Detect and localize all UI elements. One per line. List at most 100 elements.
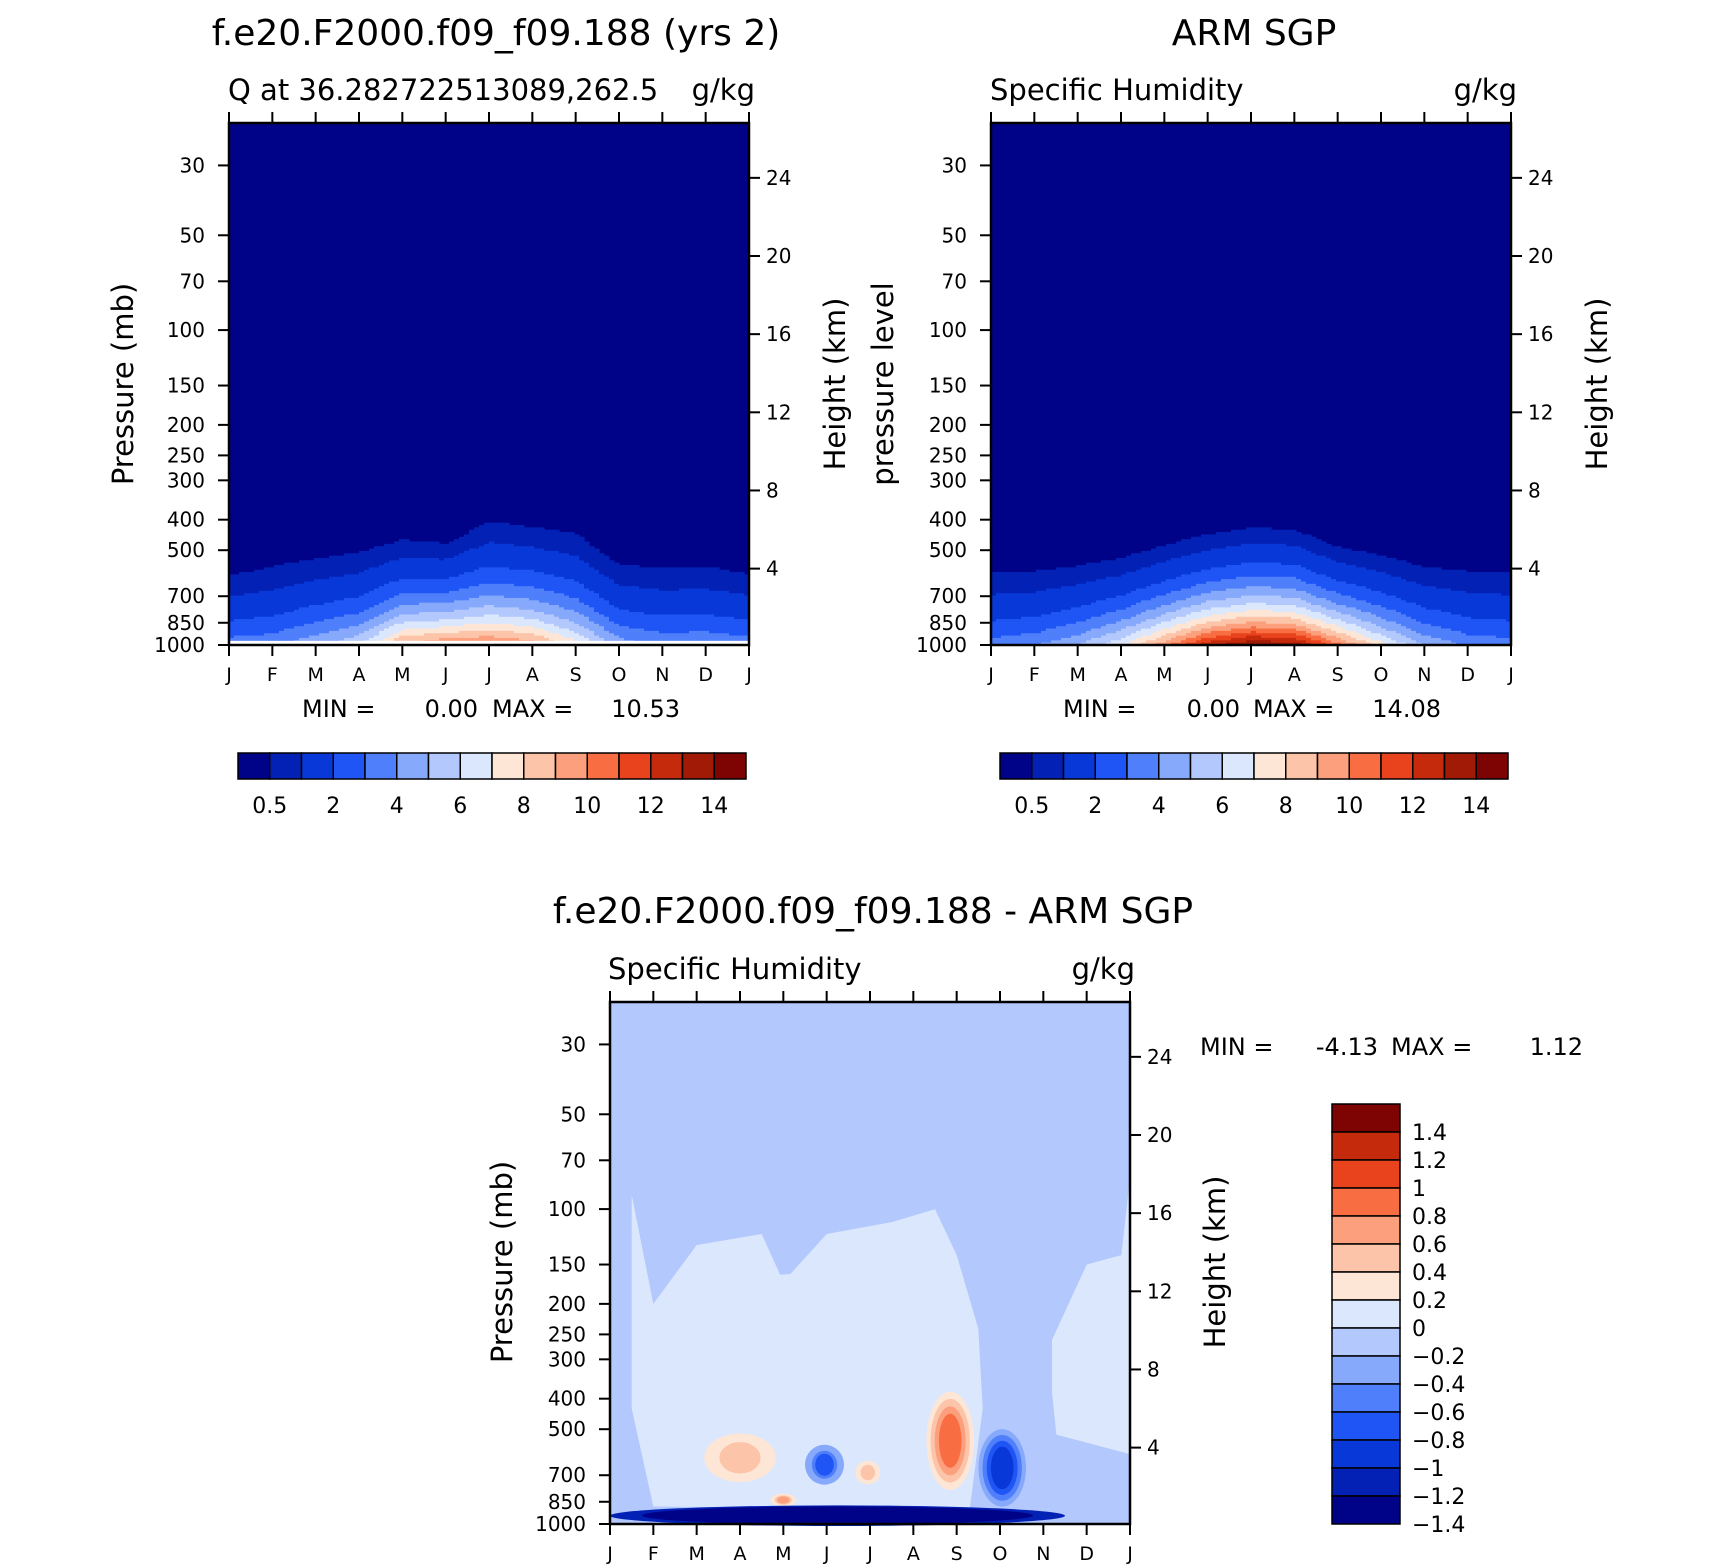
contour-cell	[574, 628, 580, 632]
contour-cell	[334, 607, 340, 611]
contour-cell	[1111, 609, 1117, 613]
contour-cell	[534, 579, 540, 583]
contour-cell	[674, 623, 680, 627]
contour-cell	[234, 590, 240, 594]
contour-cell	[384, 593, 390, 597]
contour-cell	[429, 546, 435, 550]
contour-cell	[494, 583, 500, 587]
contour-cell	[394, 588, 400, 592]
contour-cell	[504, 529, 510, 533]
contour-cell	[294, 628, 300, 632]
contour-cell	[324, 569, 330, 573]
contour-cell	[624, 616, 630, 620]
contour-cell	[559, 553, 565, 557]
contour-cell	[544, 583, 550, 587]
contour-cell	[659, 576, 665, 580]
contour-cell	[499, 555, 505, 559]
height-tick-label: 12	[766, 400, 791, 424]
contour-cell	[334, 609, 340, 613]
contour-cell	[739, 605, 745, 608]
contour-cell	[409, 633, 415, 637]
contour-cell	[484, 602, 490, 606]
contour-cell	[1036, 616, 1042, 620]
contour-cell	[1076, 637, 1082, 641]
contour-cell	[1096, 612, 1102, 616]
contour-cell	[699, 612, 705, 616]
contour-cell	[384, 562, 390, 566]
contour-cell	[284, 626, 290, 630]
contour-cell	[1046, 605, 1052, 608]
contour-cell	[314, 590, 320, 594]
contour-cell	[1046, 576, 1052, 580]
contour-cell	[1026, 579, 1032, 583]
contour-cell	[444, 614, 450, 618]
contour-cell	[1091, 630, 1097, 634]
contour-cell	[684, 583, 690, 587]
contour-cell	[554, 590, 560, 594]
contour-cell	[729, 593, 735, 597]
contour-cell	[549, 612, 555, 616]
contour-cell	[394, 557, 400, 561]
contour-cell	[514, 609, 520, 613]
contour-cell	[389, 586, 395, 590]
contour-cell	[364, 586, 370, 590]
contour-cell	[991, 600, 997, 604]
contour-cell	[1031, 588, 1037, 592]
contour-cell	[449, 628, 455, 632]
contour-cell	[1011, 623, 1017, 627]
contour-cell	[449, 574, 455, 578]
contour-cell	[1016, 619, 1022, 623]
contour-cell	[659, 600, 665, 604]
contour-cell	[404, 569, 410, 573]
contour-cell	[569, 635, 575, 639]
contour-cell	[294, 595, 300, 599]
contour-cell	[664, 569, 670, 573]
contour-cell	[489, 534, 495, 538]
contour-cell	[729, 572, 735, 576]
contour-cell	[619, 635, 625, 639]
contour-cell	[1001, 579, 1007, 583]
contour-cell	[344, 565, 350, 568]
contour-cell	[996, 609, 1002, 613]
contour-cell	[539, 562, 545, 566]
contour-cell	[234, 600, 240, 604]
contour-cell	[709, 635, 715, 639]
contour-cell	[519, 539, 525, 543]
contour-cell	[244, 572, 250, 576]
contour-cell	[554, 555, 560, 559]
contour-cell	[394, 621, 400, 625]
contour-cell	[404, 546, 410, 550]
contour-cell	[1091, 593, 1097, 597]
contour-cell	[244, 623, 250, 627]
contour-cell	[689, 628, 695, 632]
contour-cell	[549, 553, 555, 557]
contour-cell	[339, 619, 345, 623]
contour-cell	[314, 557, 320, 561]
contour-cell	[689, 616, 695, 620]
contour-cell	[1071, 626, 1077, 630]
contour-cell	[449, 621, 455, 625]
contour-cell	[639, 569, 645, 573]
contour-cell	[734, 616, 740, 620]
contour-cell	[474, 590, 480, 594]
contour-cell	[699, 572, 705, 576]
contour-cell	[229, 628, 235, 632]
contour-cell	[539, 527, 545, 531]
contour-cell	[534, 543, 540, 547]
contour-cell	[404, 583, 410, 587]
contour-cell	[1101, 621, 1107, 625]
contour-cell	[744, 628, 750, 632]
contour-cell	[664, 614, 670, 618]
contour-cell	[569, 555, 575, 559]
contour-cell	[289, 567, 295, 571]
contour-cell	[1026, 607, 1032, 611]
contour-cell	[559, 557, 565, 561]
contour-cell	[409, 574, 415, 578]
contour-cell	[1111, 635, 1117, 639]
contour-cell	[504, 532, 510, 536]
contour-cell	[389, 600, 395, 604]
contour-cell	[579, 567, 585, 571]
contour-cell	[609, 572, 615, 576]
x-tick-label: M	[394, 664, 410, 686]
contour-cell	[614, 633, 620, 637]
